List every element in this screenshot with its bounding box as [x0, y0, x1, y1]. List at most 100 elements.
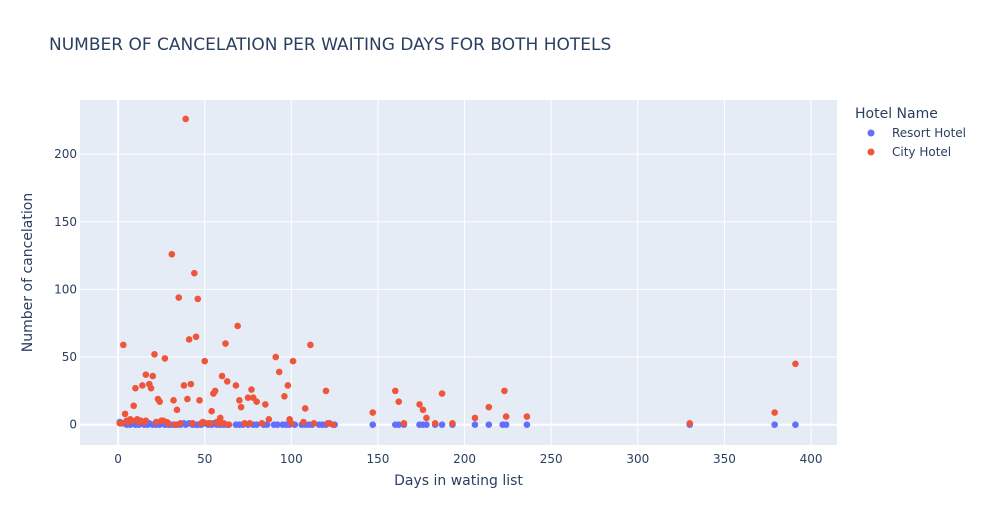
- data-point[interactable]: [288, 420, 295, 427]
- data-point[interactable]: [234, 322, 241, 330]
- data-point[interactable]: [211, 387, 219, 395]
- data-point[interactable]: [253, 421, 260, 429]
- data-point[interactable]: [771, 409, 778, 416]
- data-point[interactable]: [215, 420, 222, 427]
- data-point[interactable]: [175, 294, 183, 301]
- data-point[interactable]: [168, 250, 176, 258]
- data-point[interactable]: [225, 421, 233, 429]
- data-point[interactable]: [307, 341, 314, 349]
- data-point[interactable]: [501, 387, 508, 395]
- legend-item-resort-hotel[interactable]: Resort Hotel: [867, 126, 967, 140]
- data-point[interactable]: [149, 372, 157, 380]
- data-point[interactable]: [206, 420, 214, 427]
- data-point[interactable]: [171, 421, 179, 429]
- data-point[interactable]: [502, 413, 510, 420]
- data-point[interactable]: [438, 421, 446, 429]
- data-point[interactable]: [130, 402, 138, 410]
- data-point[interactable]: [253, 398, 260, 406]
- data-point[interactable]: [324, 420, 332, 427]
- data-point[interactable]: [208, 407, 215, 415]
- data-point[interactable]: [423, 421, 430, 429]
- data-point[interactable]: [147, 384, 155, 392]
- data-point[interactable]: [272, 353, 280, 361]
- data-point[interactable]: [246, 420, 254, 427]
- data-point[interactable]: [236, 397, 243, 404]
- legend-item-city-hotel[interactable]: City Hotel: [867, 145, 952, 159]
- data-point[interactable]: [184, 395, 191, 403]
- data-point[interactable]: [152, 418, 160, 426]
- data-point[interactable]: [232, 382, 240, 389]
- data-point[interactable]: [502, 421, 510, 429]
- data-point[interactable]: [792, 360, 799, 368]
- data-point[interactable]: [300, 418, 307, 426]
- data-point[interactable]: [485, 421, 493, 429]
- data-point[interactable]: [523, 421, 531, 429]
- data-point[interactable]: [241, 420, 248, 427]
- data-point[interactable]: [223, 378, 231, 385]
- data-point[interactable]: [182, 115, 189, 123]
- data-point[interactable]: [416, 401, 423, 408]
- data-point[interactable]: [391, 387, 399, 395]
- data-point[interactable]: [132, 384, 139, 392]
- data-point[interactable]: [265, 415, 273, 423]
- data-point[interactable]: [289, 357, 297, 365]
- data-point[interactable]: [161, 355, 169, 362]
- data-point[interactable]: [248, 386, 255, 393]
- data-point[interactable]: [423, 414, 430, 422]
- data-point[interactable]: [281, 392, 288, 400]
- data-point[interactable]: [142, 417, 150, 424]
- data-point[interactable]: [395, 398, 403, 406]
- data-point[interactable]: [244, 394, 252, 401]
- data-point[interactable]: [142, 371, 150, 378]
- data-point[interactable]: [419, 406, 427, 414]
- data-point[interactable]: [262, 401, 269, 408]
- data-point[interactable]: [217, 414, 224, 422]
- data-point[interactable]: [151, 351, 158, 358]
- data-points[interactable]: [116, 115, 799, 429]
- data-point[interactable]: [220, 420, 228, 427]
- data-point[interactable]: [177, 420, 184, 427]
- data-point[interactable]: [400, 420, 408, 427]
- data-point[interactable]: [218, 372, 226, 380]
- data-point[interactable]: [180, 382, 188, 389]
- data-point[interactable]: [121, 410, 129, 418]
- data-point[interactable]: [199, 418, 207, 426]
- data-point[interactable]: [185, 336, 193, 343]
- data-point[interactable]: [310, 420, 318, 427]
- data-point[interactable]: [120, 341, 127, 349]
- data-point[interactable]: [471, 414, 479, 422]
- data-point[interactable]: [284, 382, 292, 389]
- data-point[interactable]: [274, 421, 281, 429]
- data-point[interactable]: [438, 390, 446, 397]
- data-point[interactable]: [301, 405, 309, 412]
- data-point[interactable]: [322, 387, 330, 395]
- data-point[interactable]: [187, 380, 195, 388]
- data-point[interactable]: [118, 420, 125, 427]
- data-point[interactable]: [523, 413, 531, 420]
- data-point[interactable]: [237, 403, 245, 411]
- data-point[interactable]: [222, 340, 229, 347]
- data-point[interactable]: [139, 382, 146, 389]
- data-point[interactable]: [395, 421, 403, 429]
- data-point[interactable]: [369, 409, 377, 416]
- data-point[interactable]: [686, 420, 694, 427]
- data-point[interactable]: [170, 397, 177, 404]
- data-point[interactable]: [165, 420, 172, 427]
- data-point[interactable]: [194, 295, 202, 303]
- data-point[interactable]: [201, 357, 209, 365]
- data-point[interactable]: [263, 421, 271, 429]
- data-point[interactable]: [173, 406, 181, 414]
- data-point[interactable]: [471, 421, 479, 429]
- data-point[interactable]: [156, 398, 163, 406]
- data-point[interactable]: [771, 421, 778, 429]
- data-point[interactable]: [189, 420, 196, 427]
- data-point[interactable]: [329, 421, 337, 429]
- data-point[interactable]: [485, 403, 493, 411]
- data-point[interactable]: [192, 333, 200, 341]
- data-point[interactable]: [792, 421, 799, 429]
- data-point[interactable]: [449, 420, 456, 427]
- data-point[interactable]: [369, 421, 377, 429]
- data-point[interactable]: [431, 420, 439, 427]
- data-point[interactable]: [128, 417, 136, 424]
- data-point[interactable]: [258, 420, 266, 427]
